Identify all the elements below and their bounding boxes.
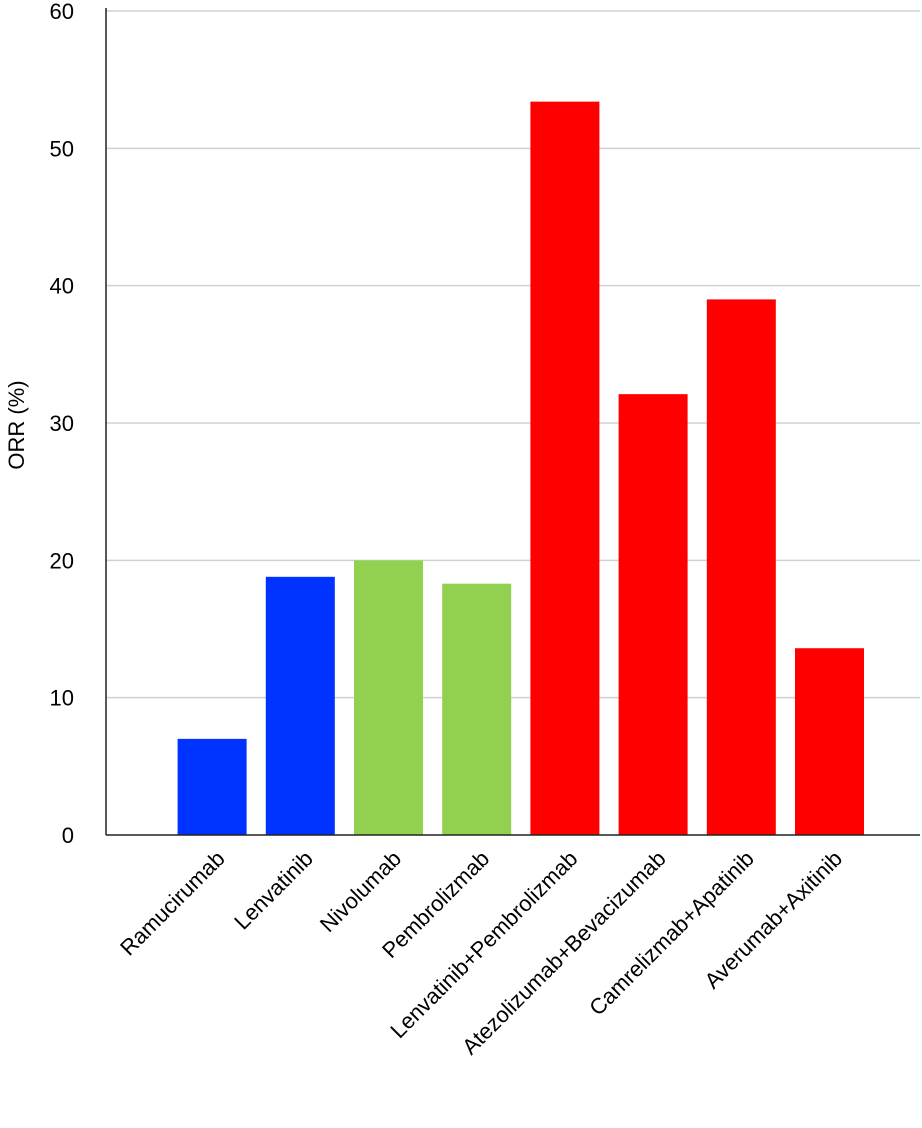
bar	[530, 101, 600, 835]
x-tick-label: Camrelizmab+Apatinib	[584, 846, 759, 1021]
y-tick-label: 0	[62, 823, 74, 848]
y-tick-label: 10	[50, 686, 74, 711]
bars	[177, 101, 864, 835]
x-tick-labels: Ramucirumab LenvatinibNivolumabPembrolizm…	[115, 846, 847, 1060]
y-tick-label: 30	[50, 411, 74, 436]
y-tick-label: 20	[50, 548, 74, 573]
x-tick-label: Lenvatinib	[229, 846, 318, 935]
x-tick-label: Lenvatinib+Pembrolizmab	[385, 846, 582, 1043]
bar	[706, 299, 776, 835]
y-axis-title: ORR (%)	[4, 380, 29, 469]
x-tick-label: Ramucirumab	[115, 846, 230, 961]
y-tick-label: 60	[50, 0, 74, 24]
bar	[795, 648, 864, 835]
bar	[354, 560, 423, 835]
bar	[618, 394, 688, 835]
y-tick-label: 50	[50, 136, 74, 161]
bar	[265, 576, 335, 835]
gridlines	[106, 10, 920, 699]
axes	[105, 8, 920, 836]
bar	[177, 738, 247, 835]
y-tick-labels: 0 10 20 30 40 50 60	[50, 0, 74, 848]
x-tick-label: Nivolumab	[315, 846, 406, 937]
y-tick-label: 40	[50, 274, 74, 299]
bar	[442, 583, 512, 835]
